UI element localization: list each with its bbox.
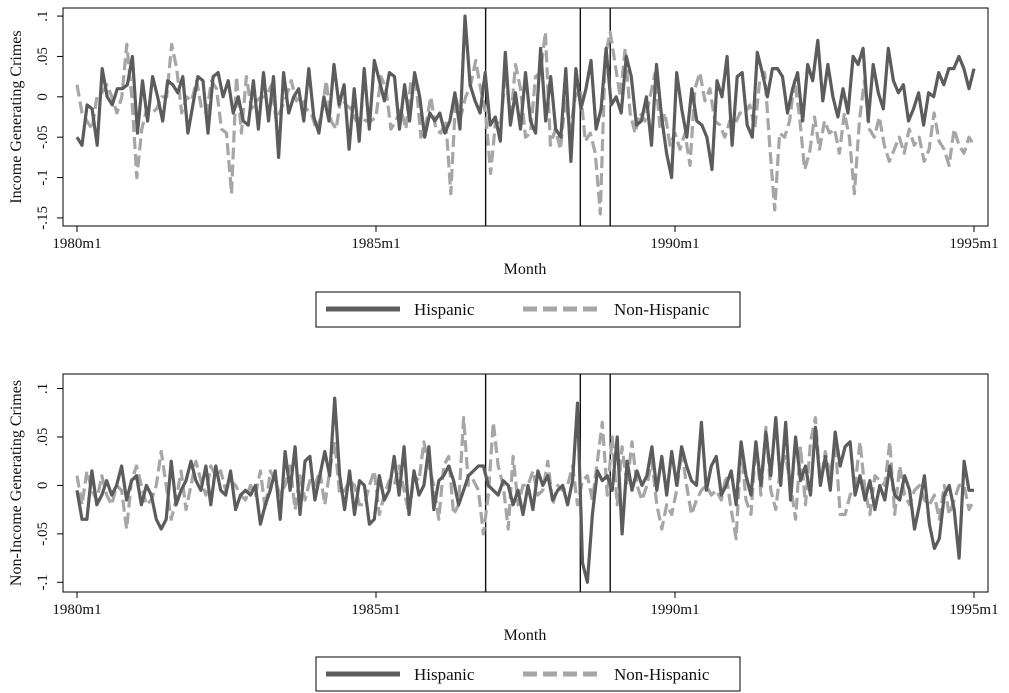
income-crimes-panel: -.15 -.1 -.05 0 .05 .1 1980m1 1985m1 1990m1 1995… xyxy=(8,7,999,328)
y-axis: -.15 -.1 -.05 0 .05 .1 xyxy=(35,10,63,230)
x-tick-label: 1985m1 xyxy=(351,236,400,252)
x-tick-label: 1995m1 xyxy=(949,236,998,252)
x-tick-label: 1995m1 xyxy=(949,602,998,618)
legend: Hispanic Non-Hispanic xyxy=(315,291,741,328)
x-tick-label: 1990m1 xyxy=(650,602,699,618)
y-tick-label: -.05 xyxy=(35,522,51,546)
x-tick-label: 1980m1 xyxy=(52,236,101,252)
y-tick-label: -.1 xyxy=(35,169,51,185)
y-axis-label: Non-Income Generating Crimes xyxy=(8,380,25,586)
y-tick-label: .05 xyxy=(35,47,51,66)
y-tick-label: .1 xyxy=(35,10,51,21)
plot-area-frame xyxy=(62,373,989,593)
y-tick-label: .05 xyxy=(35,428,51,447)
y-tick-label: -.15 xyxy=(35,206,51,230)
legend-label-non-hispanic: Non-Hispanic xyxy=(614,665,710,684)
series-line-non-hispanic xyxy=(75,416,976,541)
non-income-crimes-panel: -.1 -.05 0 .05 .1 1980m1 1985m1 1990m1 1995m1 N… xyxy=(8,373,999,692)
y-axis-label: Income Generating Crimes xyxy=(8,30,25,203)
series-layer xyxy=(75,14,976,216)
x-tick-label: 1985m1 xyxy=(351,602,400,618)
plot-area-frame xyxy=(62,7,989,227)
y-tick-label: 0 xyxy=(35,482,51,490)
x-axis: 1980m1 1985m1 1990m1 1995m1 xyxy=(52,226,999,252)
legend-label-non-hispanic: Non-Hispanic xyxy=(614,300,710,319)
legend-label-hispanic: Hispanic xyxy=(414,665,475,684)
legend: Hispanic Non-Hispanic xyxy=(315,656,741,692)
vertical-reference-lines xyxy=(484,8,611,226)
y-tick-label: -.1 xyxy=(35,574,51,590)
series-line-hispanic xyxy=(75,14,976,180)
y-axis: -.1 -.05 0 .05 .1 xyxy=(35,383,63,590)
series-line-hispanic xyxy=(75,396,974,584)
y-tick-label: 0 xyxy=(35,93,51,101)
x-axis: 1980m1 1985m1 1990m1 1995m1 xyxy=(52,592,999,618)
legend-label-hispanic: Hispanic xyxy=(414,300,475,319)
x-axis-label: Month xyxy=(504,261,547,278)
x-axis-label: Month xyxy=(504,627,547,644)
series-layer xyxy=(75,396,976,584)
y-tick-label: -.05 xyxy=(35,125,51,149)
x-tick-label: 1980m1 xyxy=(52,602,101,618)
series-line-non-hispanic xyxy=(75,30,976,216)
x-tick-label: 1990m1 xyxy=(650,236,699,252)
y-tick-label: .1 xyxy=(35,383,51,394)
